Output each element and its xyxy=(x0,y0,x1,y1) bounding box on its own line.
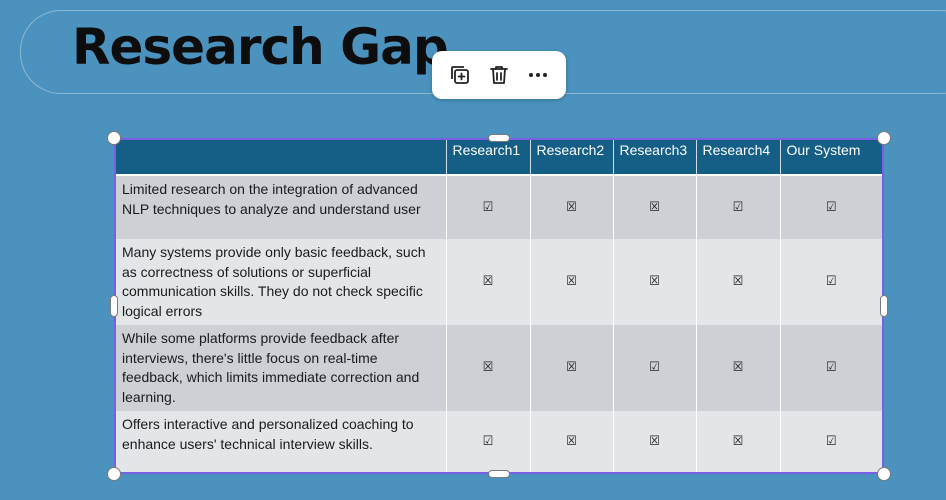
floating-toolbar xyxy=(432,51,566,99)
mark-cell[interactable]: ☑ xyxy=(445,175,530,239)
comparison-table[interactable]: Research1 Research2 Research3 Research4 … xyxy=(116,140,882,472)
mark-cell[interactable]: ☑ xyxy=(779,239,882,325)
mark-cell[interactable]: ☒ xyxy=(529,325,613,411)
resize-handle-right[interactable] xyxy=(880,295,888,317)
mark-cell[interactable]: ☑ xyxy=(445,411,530,472)
table-row: Limited research on the integration of a… xyxy=(116,175,882,239)
comparison-table-frame[interactable]: Research1 Research2 Research3 Research4 … xyxy=(114,138,884,474)
mark-cell[interactable]: ☒ xyxy=(612,175,696,239)
more-icon xyxy=(529,73,548,77)
resize-handle-top-right[interactable] xyxy=(877,131,891,145)
resize-handle-top[interactable] xyxy=(488,134,510,142)
table-row: Offers interactive and personalized coac… xyxy=(116,411,882,472)
resize-handle-top-left[interactable] xyxy=(107,131,121,145)
duplicate-icon xyxy=(450,66,469,84)
mark-cell[interactable]: ☒ xyxy=(612,239,696,325)
mark-cell[interactable]: ☒ xyxy=(529,411,613,472)
mark-cell[interactable]: ☑ xyxy=(779,411,882,472)
resize-handle-bottom-right[interactable] xyxy=(877,467,891,481)
gap-description-cell[interactable]: Offers interactive and personalized coac… xyxy=(116,411,446,472)
mark-cell[interactable]: ☑ xyxy=(779,325,882,411)
mark-cell[interactable]: ☒ xyxy=(695,239,780,325)
resize-handle-bottom[interactable] xyxy=(488,470,510,478)
mark-cell[interactable]: ☒ xyxy=(445,239,530,325)
mark-cell[interactable]: ☒ xyxy=(529,239,613,325)
mark-cell[interactable]: ☑ xyxy=(779,175,882,239)
header-cell[interactable]: Our System xyxy=(779,140,882,176)
header-cell[interactable]: Research3 xyxy=(612,140,696,176)
slide-title[interactable]: Research Gap xyxy=(72,18,449,76)
mark-cell[interactable]: ☒ xyxy=(695,411,780,472)
mark-cell[interactable]: ☒ xyxy=(445,325,530,411)
header-cell[interactable]: Research2 xyxy=(529,140,613,176)
header-cell[interactable]: Research4 xyxy=(695,140,780,176)
gap-description-cell[interactable]: Many systems provide only basic feedback… xyxy=(116,239,446,325)
mark-cell[interactable]: ☒ xyxy=(695,325,780,411)
mark-cell[interactable]: ☒ xyxy=(529,175,613,239)
gap-description-cell[interactable]: While some platforms provide feedback af… xyxy=(116,325,446,411)
header-cell[interactable]: Research1 xyxy=(445,140,530,176)
resize-handle-bottom-left[interactable] xyxy=(107,467,121,481)
duplicate-button[interactable] xyxy=(444,59,476,91)
header-cell[interactable] xyxy=(116,140,446,176)
mark-cell[interactable]: ☒ xyxy=(612,411,696,472)
resize-handle-left[interactable] xyxy=(110,295,118,317)
gap-description-cell[interactable]: Limited research on the integration of a… xyxy=(116,175,446,239)
table-row: Many systems provide only basic feedback… xyxy=(116,239,882,325)
delete-button[interactable] xyxy=(483,59,515,91)
mark-cell[interactable]: ☑ xyxy=(695,175,780,239)
mark-cell[interactable]: ☑ xyxy=(612,325,696,411)
table-row: While some platforms provide feedback af… xyxy=(116,325,882,411)
trash-icon xyxy=(490,66,508,84)
more-options-button[interactable] xyxy=(522,59,554,91)
table-header-row: Research1 Research2 Research3 Research4 … xyxy=(116,140,882,176)
